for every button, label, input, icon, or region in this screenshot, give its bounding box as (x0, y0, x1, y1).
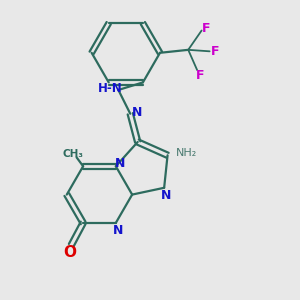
Text: F: F (202, 22, 211, 34)
Text: N: N (113, 224, 123, 237)
Text: N: N (160, 189, 171, 202)
Text: CH₃: CH₃ (62, 149, 83, 159)
Text: F: F (211, 45, 220, 58)
Text: N: N (115, 157, 125, 170)
Text: F: F (196, 70, 204, 83)
Text: N: N (132, 106, 142, 119)
Text: NH₂: NH₂ (176, 148, 197, 158)
Text: O: O (63, 245, 76, 260)
Text: H-N: H-N (98, 82, 122, 95)
